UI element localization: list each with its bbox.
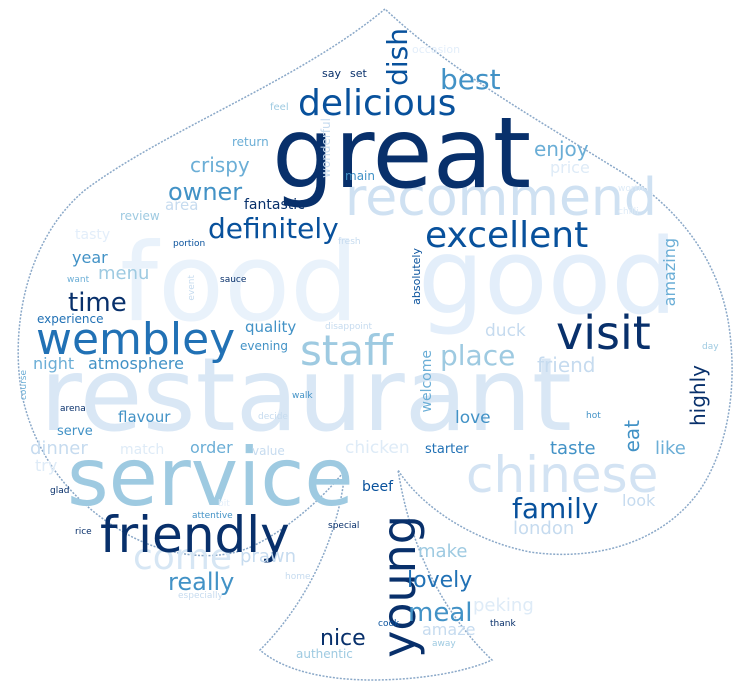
word-lovely: lovely	[407, 568, 473, 593]
word-beef: beef	[362, 479, 394, 495]
word-night: night	[33, 354, 75, 373]
word-experience: experience	[37, 312, 104, 326]
word-year: year	[72, 248, 108, 267]
word-evening: evening	[240, 339, 289, 353]
word-meal: meal	[408, 598, 473, 628]
word-absolutely: absolutely	[410, 248, 423, 305]
word-rice: rice	[75, 527, 92, 537]
word-chicken: chicken	[345, 438, 410, 458]
word-price: price	[550, 158, 590, 177]
word-value: value	[252, 444, 285, 458]
word-say: say	[322, 67, 341, 80]
word-love: love	[455, 408, 491, 428]
word-especially: especially	[178, 591, 223, 601]
word-chilli: chilli	[618, 207, 639, 217]
word-main: main	[345, 169, 375, 183]
word-nice: nice	[320, 626, 366, 651]
word-thank: thank	[490, 619, 516, 629]
word-match: match	[120, 442, 165, 458]
word-hot: hot	[586, 411, 601, 421]
word-occasion: occasion	[412, 43, 461, 56]
word-atmosphere: atmosphere	[88, 354, 184, 373]
word-prawn: prawn	[240, 546, 296, 567]
word-family: family	[512, 492, 599, 525]
word-serve: serve	[57, 424, 93, 439]
word-excellent: excellent	[425, 215, 589, 256]
word-try: try	[35, 456, 58, 475]
word-set: set	[350, 67, 367, 80]
word-portion: portion	[173, 239, 206, 249]
word-want: want	[67, 275, 90, 285]
word-cook: cook	[378, 619, 400, 629]
word-special: special	[328, 521, 360, 531]
word-amazing: amazing	[660, 238, 679, 307]
word-taste: taste	[550, 438, 596, 459]
word-glad: glad	[50, 486, 70, 496]
word-starter: starter	[425, 442, 469, 457]
word-review: review	[120, 209, 160, 223]
word-owner: owner	[168, 178, 243, 206]
word-wembley: wembley	[36, 314, 236, 365]
word-return: return	[232, 135, 269, 149]
word-crispy: crispy	[190, 153, 250, 177]
word-london: london	[513, 518, 575, 539]
word-time: time	[68, 288, 127, 318]
word-make: make	[418, 541, 468, 562]
word-duck: duck	[485, 321, 526, 341]
word-event: event	[187, 275, 197, 301]
word-chinese: chinese	[466, 446, 659, 504]
word-day: day	[702, 342, 719, 352]
word-restaurant: restaurant	[40, 336, 572, 455]
word-delicious: delicious	[298, 83, 457, 124]
word-home: home	[285, 572, 311, 582]
word-service: service	[67, 431, 354, 524]
word-bit: bit	[218, 499, 230, 509]
word-fresh: fresh	[338, 237, 361, 247]
word-friendly: friendly	[100, 506, 290, 564]
word-menu: menu	[98, 263, 150, 284]
word-recommend: recommend	[345, 168, 657, 228]
word-friend: friend	[537, 353, 596, 377]
word-great: great	[272, 97, 532, 211]
word-visit: visit	[556, 306, 651, 360]
word-walk: walk	[292, 391, 313, 401]
word-eat: eat	[620, 420, 644, 453]
word-peking: peking	[473, 595, 534, 616]
word-course: course	[19, 370, 29, 401]
word-tasty: tasty	[75, 227, 111, 243]
word-order: order	[190, 438, 233, 457]
word-feel: feel	[270, 102, 289, 113]
word-dinner: dinner	[30, 438, 88, 459]
word-definitely: definitely	[208, 212, 339, 245]
word-come: come	[133, 537, 233, 578]
word-good: good	[418, 216, 678, 338]
word-worth: worth	[618, 184, 644, 194]
word-welcome: welcome	[419, 350, 435, 413]
word-area: area	[165, 196, 199, 214]
word-food: food	[120, 221, 359, 346]
word-enjoy: enjoy	[534, 137, 589, 161]
word-decide: decide	[258, 412, 288, 422]
word-quality: quality	[245, 318, 297, 336]
word-dish: dish	[381, 28, 414, 86]
word-authentic: authentic	[296, 647, 353, 661]
word-best: best	[440, 63, 501, 96]
word-disappoint: disappoint	[325, 322, 373, 332]
word-really: really	[168, 568, 235, 596]
word-flavour: flavour	[118, 408, 171, 426]
word-amaze: amaze	[422, 620, 476, 639]
word-look: look	[622, 491, 656, 510]
word-away: away	[432, 639, 456, 649]
word-attentive: attentive	[192, 511, 233, 521]
word-place: place	[440, 339, 516, 372]
word-staff: staff	[300, 326, 394, 375]
word-fantastic: fantastic	[244, 197, 305, 213]
word-wonderful: wonderful	[319, 118, 333, 178]
word-arena: arena	[60, 404, 86, 414]
word-like: like	[655, 438, 686, 459]
word-sauce: sauce	[220, 275, 247, 285]
word-highly: highly	[686, 365, 710, 426]
